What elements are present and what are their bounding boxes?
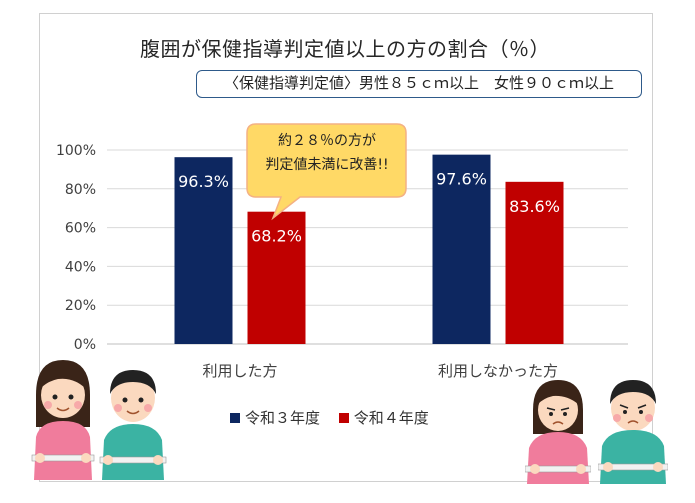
y-tick-label: 80% bbox=[65, 182, 96, 198]
category-label: 利用しなかった方 bbox=[438, 362, 558, 380]
man-measuring-waist-icon bbox=[99, 370, 167, 480]
callout-line-1: 約２８％の方が bbox=[278, 133, 376, 149]
legend-label-r3: 令和３年度 bbox=[245, 409, 321, 427]
legend-item-r4: 令和４年度 bbox=[338, 407, 429, 428]
bar-r4 bbox=[247, 211, 306, 344]
woman-measuring-waist-icon bbox=[31, 360, 95, 480]
y-tick-label: 40% bbox=[65, 259, 96, 275]
chart-title: 腹囲が保健指導判定値以上の方の割合（％） bbox=[140, 37, 550, 61]
category-labels: 利用した方 利用しなかった方 bbox=[202, 362, 558, 380]
criteria-note: 〈保健指導判定値〉男性８５ｃｍ以上 女性９０ｃｍ以上 bbox=[196, 70, 642, 98]
y-tick-label: 0% bbox=[74, 337, 96, 353]
bar-r3 bbox=[174, 157, 233, 344]
bar-r4 bbox=[505, 181, 564, 344]
data-label: 68.2% bbox=[251, 227, 302, 246]
y-axis-ticks: 100% 80% 60% 40% 20% 0% bbox=[56, 143, 96, 353]
legend-item-r3: 令和３年度 bbox=[230, 407, 320, 428]
callout-balloon bbox=[246, 123, 407, 221]
callout-annotation: 約２８％の方が 判定値未満に改善!! bbox=[247, 129, 407, 177]
bars: 96.3% 68.2% 97.6% 83.6% bbox=[174, 154, 564, 344]
data-label: 96.3% bbox=[178, 172, 229, 191]
worried-man-measuring-waist-icon bbox=[598, 380, 668, 484]
category-label: 利用した方 bbox=[202, 362, 277, 380]
y-tick-label: 100% bbox=[56, 143, 96, 159]
worried-woman-measuring-waist-icon bbox=[525, 380, 591, 484]
y-tick-label: 60% bbox=[65, 221, 96, 237]
legend: 令和３年度 令和４年度 bbox=[230, 407, 443, 428]
bar-r3 bbox=[432, 154, 491, 344]
legend-label-r4: 令和４年度 bbox=[353, 409, 429, 427]
legend-swatch-r4 bbox=[338, 412, 349, 423]
callout-line-2: 判定値未満に改善!! bbox=[265, 157, 389, 173]
y-tick-label: 20% bbox=[65, 298, 96, 314]
legend-swatch-r3 bbox=[230, 412, 240, 423]
data-label: 97.6% bbox=[436, 170, 487, 189]
data-label: 83.6% bbox=[509, 197, 560, 216]
